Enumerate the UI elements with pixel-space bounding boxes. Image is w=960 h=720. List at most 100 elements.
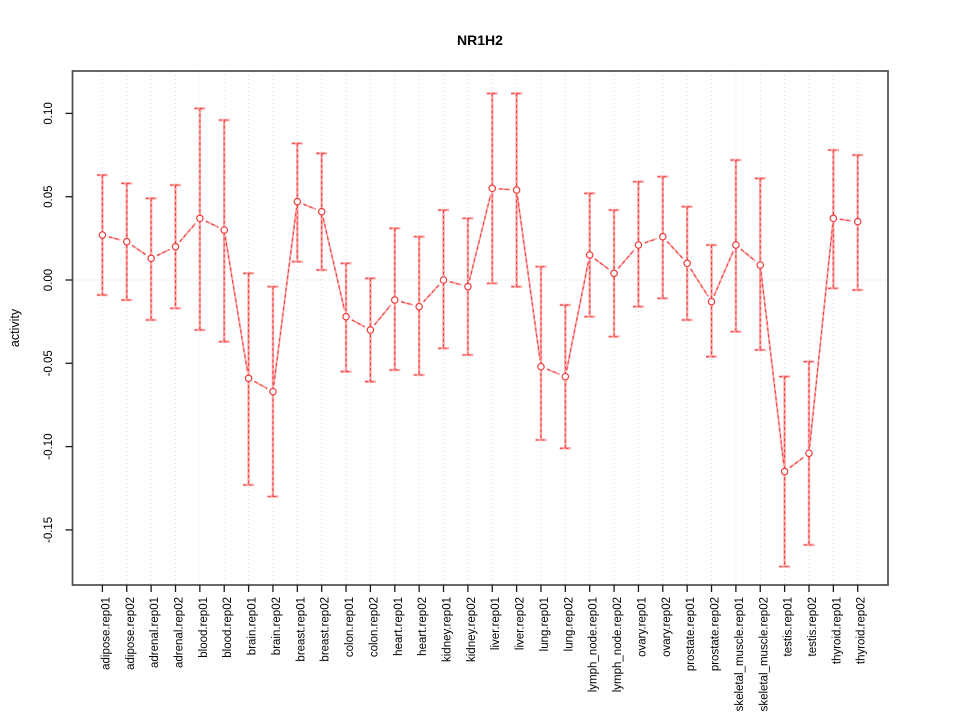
x-tick-label: brain.rep01 bbox=[247, 597, 259, 655]
x-tick-label: breast.rep01 bbox=[295, 597, 307, 662]
x-tick-label: adrenal.rep02 bbox=[173, 597, 185, 668]
connector-dashed bbox=[131, 244, 147, 256]
data-point bbox=[805, 449, 813, 458]
data-point bbox=[585, 251, 594, 259]
connector-dashed bbox=[516, 196, 541, 361]
y-tick-label: -0.15 bbox=[43, 517, 55, 543]
data-point bbox=[683, 259, 691, 268]
connector-dashed bbox=[617, 249, 635, 269]
data-point bbox=[244, 374, 253, 383]
plot-border bbox=[71, 70, 889, 586]
connector-dashed bbox=[374, 304, 392, 326]
connector-dashed bbox=[760, 271, 785, 466]
x-tick-label: colon.rep01 bbox=[344, 597, 356, 657]
x-tick-label: heart.rep01 bbox=[393, 597, 405, 656]
y-tick-label: -0.10 bbox=[43, 433, 55, 459]
data-point bbox=[147, 254, 155, 263]
connector-dashed bbox=[205, 220, 219, 228]
data-point bbox=[780, 467, 789, 476]
x-tick-label: prostate.rep02 bbox=[710, 597, 722, 671]
data-point bbox=[634, 241, 643, 249]
data-point bbox=[366, 326, 375, 334]
connector-dashed bbox=[351, 319, 365, 328]
x-tick-label: ovary.rep01 bbox=[636, 597, 648, 657]
data-point bbox=[658, 232, 667, 241]
connector-dashed bbox=[224, 236, 249, 372]
x-tick-label: blood.rep01 bbox=[198, 597, 210, 658]
data-point bbox=[342, 312, 350, 321]
data-point bbox=[756, 261, 765, 269]
x-tick-label: liver.rep01 bbox=[490, 597, 502, 650]
chart-title: NR1H2 bbox=[457, 32, 503, 48]
x-tick-label: testis.rep02 bbox=[807, 597, 819, 656]
x-tick-label: skeletal_muscle.rep02 bbox=[758, 597, 770, 711]
x-tick-label: adrenal.rep01 bbox=[149, 597, 161, 668]
connector-dashed bbox=[400, 301, 414, 306]
y-tick-label: 0.05 bbox=[43, 186, 55, 208]
x-tick-label: thyroid.rep01 bbox=[831, 597, 843, 664]
x-tick-label: lymph_node.rep01 bbox=[588, 597, 600, 692]
data-point bbox=[537, 362, 545, 371]
connector-light bbox=[565, 261, 590, 371]
x-tick-label: lung.rep01 bbox=[539, 597, 551, 651]
data-point bbox=[439, 276, 448, 284]
y-tick-label: -0.05 bbox=[43, 350, 55, 376]
data-point bbox=[220, 226, 229, 234]
series-layer bbox=[96, 92, 864, 568]
data-point bbox=[488, 184, 497, 193]
data-point bbox=[122, 237, 131, 246]
x-tick-label: skeletal_muscle.rep01 bbox=[734, 597, 746, 711]
x-tick-label: heart.rep02 bbox=[417, 597, 429, 656]
connector-dashed bbox=[740, 248, 756, 262]
x-tick-label: liver.rep02 bbox=[515, 597, 527, 650]
data-point bbox=[293, 197, 302, 206]
x-tick-label: blood.rep02 bbox=[222, 597, 234, 658]
grid-layer bbox=[72, 71, 888, 585]
connector-dashed bbox=[666, 241, 684, 259]
data-point bbox=[390, 296, 399, 304]
connector-dashed bbox=[713, 250, 734, 296]
connector-dashed bbox=[546, 368, 560, 375]
x-tick-label: colon.rep02 bbox=[368, 597, 380, 657]
data-point bbox=[98, 231, 107, 239]
y-tick-label: 0.10 bbox=[43, 102, 55, 124]
data-point bbox=[171, 242, 180, 251]
connector-dashed bbox=[644, 238, 657, 244]
data-point bbox=[196, 214, 204, 223]
data-point bbox=[707, 297, 716, 306]
data-point bbox=[561, 372, 570, 381]
connector-dashed bbox=[322, 217, 346, 311]
data-point bbox=[415, 302, 423, 311]
connector-dashed bbox=[423, 284, 440, 303]
data-point bbox=[464, 282, 472, 291]
x-tick-label: lymph_node.rep02 bbox=[612, 597, 624, 692]
connector-dashed bbox=[254, 380, 268, 389]
connector-dashed bbox=[179, 222, 196, 243]
connector-dashed bbox=[468, 194, 492, 281]
data-point bbox=[853, 217, 862, 226]
connector-dashed bbox=[156, 249, 170, 256]
data-point bbox=[317, 207, 326, 216]
x-tick-label: kidney.rep02 bbox=[466, 597, 478, 662]
x-tick-label: kidney.rep01 bbox=[442, 597, 454, 662]
data-point bbox=[610, 269, 618, 278]
connector-dashed bbox=[809, 224, 834, 447]
x-tick-label: thyroid.rep02 bbox=[856, 597, 868, 664]
y-axis-label: activity bbox=[8, 308, 22, 347]
x-tick-label: lung.rep02 bbox=[563, 597, 575, 651]
connector-dashed bbox=[449, 281, 462, 286]
data-point bbox=[512, 186, 521, 194]
x-tick-label: adipose.rep02 bbox=[125, 597, 137, 670]
connector-dashed bbox=[690, 268, 709, 297]
x-tick-label: adipose.rep01 bbox=[100, 597, 112, 670]
x-tick-label: ovary.rep02 bbox=[661, 597, 673, 657]
connector-dashed bbox=[108, 236, 121, 241]
data-point bbox=[829, 214, 838, 223]
x-tick-label: brain.rep02 bbox=[271, 597, 283, 655]
connector-dashed bbox=[789, 456, 805, 469]
connector-dashed bbox=[273, 208, 297, 386]
x-tick-label: prostate.rep01 bbox=[685, 597, 697, 671]
data-point bbox=[269, 387, 277, 396]
x-tick-label: testis.rep01 bbox=[783, 597, 795, 656]
